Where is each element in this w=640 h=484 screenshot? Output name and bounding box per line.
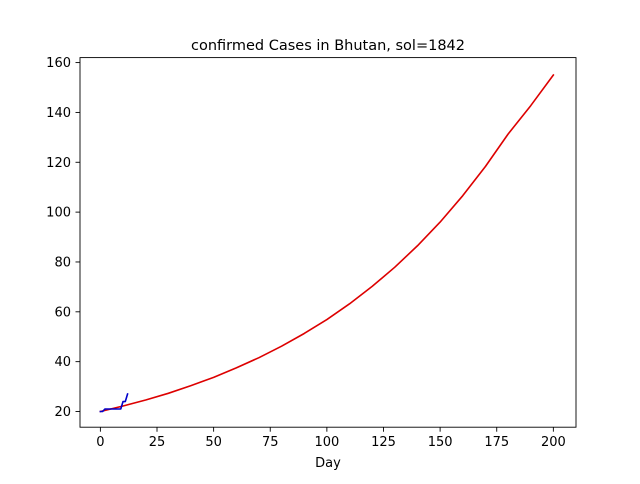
y-tick-label: 120 [46, 156, 71, 171]
y-tick-label: 20 [54, 405, 71, 420]
x-tick-label: 0 [96, 435, 104, 450]
x-tick-label: 25 [149, 435, 166, 450]
y-tick-label: 60 [54, 305, 71, 320]
chart-title: confirmed Cases in Bhutan, sol=1842 [191, 38, 465, 54]
y-tick-label: 160 [46, 56, 71, 71]
y-tick-label: 80 [54, 255, 71, 270]
plot-area [79, 57, 577, 428]
y-tick-label: 140 [46, 106, 71, 121]
x-tick-label: 200 [541, 435, 566, 450]
y-tick-label: 100 [46, 206, 71, 221]
x-tick-label: 75 [262, 435, 279, 450]
axis-ticks: 0 25 50 75 100 125 150 175 200 20 40 60 80 100 120 140 1… [46, 56, 566, 450]
series-line-2 [99, 393, 129, 413]
y-tick-label: 40 [54, 355, 71, 370]
series-line-1 [99, 73, 555, 413]
x-tick-label: 175 [484, 435, 509, 450]
x-tick-label: 150 [428, 435, 453, 450]
x-tick-label: 125 [371, 435, 396, 450]
x-axis-label: Day [315, 456, 341, 471]
x-tick-label: 50 [205, 435, 222, 450]
x-tick-label: 100 [314, 435, 339, 450]
axes-frame [79, 57, 577, 428]
